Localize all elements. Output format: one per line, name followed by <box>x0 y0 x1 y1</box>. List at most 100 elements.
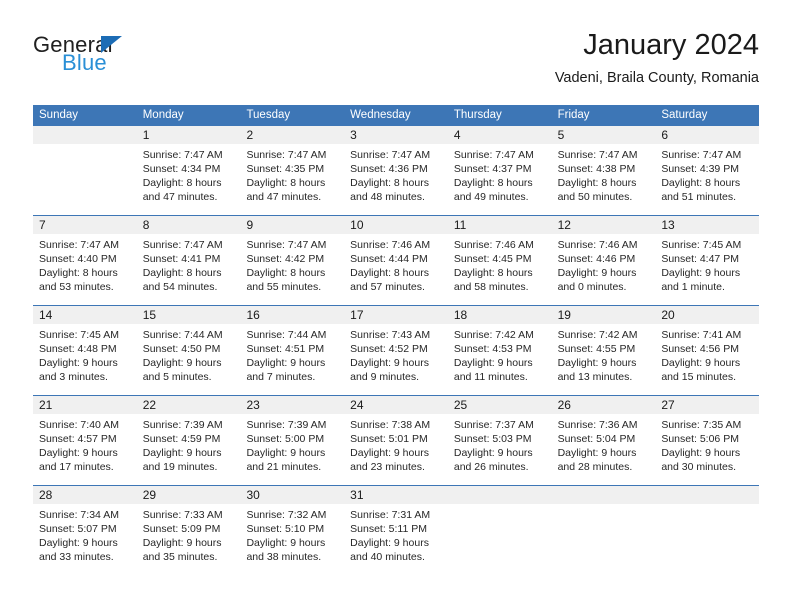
day-number[interactable]: 6 <box>661 128 668 142</box>
weekday-header-row: Sunday Monday Tuesday Wednesday Thursday… <box>33 105 759 125</box>
day-number-row: 28 29 30 31 <box>33 486 759 504</box>
day-number[interactable]: 26 <box>557 398 571 412</box>
day-number[interactable]: 3 <box>350 128 357 142</box>
day-cell: Sunrise: 7:47 AM Sunset: 4:39 PM Dayligh… <box>655 144 759 215</box>
daylight-text-2: and 7 minutes. <box>246 371 316 383</box>
sunrise-text: Sunrise: 7:47 AM <box>246 149 327 161</box>
sunrise-text: Sunrise: 7:45 AM <box>661 239 742 251</box>
day-number[interactable]: 25 <box>453 398 468 412</box>
day-number[interactable]: 10 <box>350 218 364 232</box>
sunrise-text: Sunrise: 7:47 AM <box>246 239 327 251</box>
day-number[interactable]: 13 <box>661 218 675 232</box>
day-number[interactable]: 31 <box>350 488 364 502</box>
day-number-row: 21 22 23 24 25 26 27 <box>33 396 759 414</box>
sunset-text: Sunset: 5:07 PM <box>39 523 117 535</box>
day-cell: Sunrise: 7:46 AM Sunset: 4:45 PM Dayligh… <box>448 234 552 305</box>
sunrise-text: Sunrise: 7:31 AM <box>350 509 431 521</box>
daylight-text-2: and 0 minutes. <box>557 281 627 293</box>
day-cell: Sunrise: 7:47 AM Sunset: 4:42 PM Dayligh… <box>240 234 344 305</box>
day-cell: Sunrise: 7:43 AM Sunset: 4:52 PM Dayligh… <box>344 324 448 395</box>
day-cell: Sunrise: 7:47 AM Sunset: 4:40 PM Dayligh… <box>33 234 137 305</box>
sunrise-text: Sunrise: 7:47 AM <box>142 149 223 161</box>
day-number[interactable]: 2 <box>246 128 254 142</box>
daylight-text-2: and 26 minutes. <box>453 461 529 473</box>
daylight-text-2: and 1 minute. <box>661 281 725 293</box>
sunrise-text: Sunrise: 7:46 AM <box>557 239 638 251</box>
sunset-text: Sunset: 4:40 PM <box>39 253 117 265</box>
day-number[interactable]: 21 <box>39 398 53 412</box>
sunset-text: Sunset: 4:36 PM <box>350 163 428 175</box>
day-number[interactable]: 4 <box>453 128 461 142</box>
sunrise-text: Sunrise: 7:32 AM <box>246 509 327 521</box>
daylight-text: Daylight: 8 hours <box>350 177 429 189</box>
daylight-text: Daylight: 9 hours <box>246 537 326 549</box>
day-number[interactable]: 28 <box>39 488 53 502</box>
day-number[interactable]: 1 <box>142 128 150 142</box>
daylight-text-2: and 9 minutes. <box>350 371 420 383</box>
day-number[interactable]: 30 <box>246 488 260 502</box>
calendar-week-row: 1 2 3 4 5 6 Sunrise: 7:47 AM Sunset: 4:3… <box>33 125 759 215</box>
weekday-header-tuesday: Tuesday <box>246 109 291 121</box>
daylight-text: Daylight: 9 hours <box>453 357 533 369</box>
day-number[interactable]: 5 <box>557 128 565 142</box>
daylight-text-2: and 55 minutes. <box>246 281 322 293</box>
daylight-text: Daylight: 9 hours <box>142 447 222 459</box>
sunrise-text: Sunrise: 7:47 AM <box>661 149 742 161</box>
sunrise-text: Sunrise: 7:44 AM <box>246 329 327 341</box>
day-number-row: 7 8 9 10 11 12 13 <box>33 216 759 234</box>
sunset-text: Sunset: 4:46 PM <box>557 253 636 265</box>
sunset-text: Sunset: 4:44 PM <box>350 253 428 265</box>
day-number[interactable]: 22 <box>142 398 157 412</box>
calendar-grid: Sunday Monday Tuesday Wednesday Thursday… <box>33 105 759 575</box>
day-cell: Sunrise: 7:46 AM Sunset: 4:46 PM Dayligh… <box>552 234 656 305</box>
day-number[interactable]: 16 <box>246 308 260 322</box>
weekday-header-friday: Friday <box>557 109 590 121</box>
brand-name-blue: Blue <box>62 50 107 75</box>
sunrise-text: Sunrise: 7:47 AM <box>453 149 534 161</box>
day-number[interactable]: 8 <box>142 218 150 232</box>
day-number[interactable]: 24 <box>350 398 364 412</box>
day-info-row: Sunrise: 7:34 AM Sunset: 5:07 PM Dayligh… <box>33 504 759 575</box>
sunrise-text: Sunrise: 7:40 AM <box>39 419 119 431</box>
day-number[interactable]: 18 <box>453 308 468 322</box>
day-cell: Sunrise: 7:44 AM Sunset: 4:50 PM Dayligh… <box>137 324 241 395</box>
day-number[interactable]: 23 <box>246 398 260 412</box>
day-number[interactable]: 29 <box>142 488 157 502</box>
day-number-row: 14 15 16 17 18 19 20 <box>33 306 759 324</box>
day-number[interactable]: 14 <box>39 308 53 322</box>
day-number[interactable]: 11 <box>453 218 467 232</box>
day-number[interactable]: 20 <box>661 308 675 322</box>
day-cell: Sunrise: 7:34 AM Sunset: 5:07 PM Dayligh… <box>33 504 137 575</box>
day-cell: Sunrise: 7:42 AM Sunset: 4:55 PM Dayligh… <box>552 324 656 395</box>
brand-logo[interactable]: General Blue <box>33 32 263 92</box>
sunrise-text: Sunrise: 7:35 AM <box>661 419 742 431</box>
daylight-text: Daylight: 8 hours <box>350 267 429 279</box>
sunset-text: Sunset: 4:39 PM <box>661 163 739 175</box>
day-number[interactable]: 9 <box>246 218 254 232</box>
daylight-text: Daylight: 9 hours <box>557 447 637 459</box>
daylight-text: Daylight: 9 hours <box>350 447 429 459</box>
day-info-row: Sunrise: 7:47 AM Sunset: 4:40 PM Dayligh… <box>33 234 759 305</box>
day-number[interactable]: 12 <box>557 218 571 232</box>
sunset-text: Sunset: 4:37 PM <box>453 163 532 175</box>
daylight-text-2: and 3 minutes. <box>39 371 108 383</box>
sunrise-text: Sunrise: 7:44 AM <box>142 329 223 341</box>
daylight-text-2: and 21 minutes. <box>246 461 322 473</box>
daylight-text-2: and 51 minutes. <box>661 191 737 203</box>
daylight-text-2: and 54 minutes. <box>142 281 218 293</box>
day-cell <box>655 504 759 575</box>
daylight-text: Daylight: 9 hours <box>661 357 741 369</box>
daylight-text: Daylight: 9 hours <box>142 357 222 369</box>
day-cell: Sunrise: 7:40 AM Sunset: 4:57 PM Dayligh… <box>33 414 137 485</box>
day-number[interactable]: 17 <box>350 308 364 322</box>
day-number[interactable]: 7 <box>39 218 46 232</box>
day-info-row: Sunrise: 7:47 AM Sunset: 4:34 PM Dayligh… <box>33 144 759 215</box>
day-number[interactable]: 19 <box>557 308 571 322</box>
daylight-text-2: and 5 minutes. <box>142 371 212 383</box>
day-cell <box>33 144 137 215</box>
daylight-text-2: and 30 minutes. <box>661 461 737 473</box>
day-number[interactable]: 15 <box>142 308 157 322</box>
day-number[interactable]: 27 <box>661 398 675 412</box>
sunrise-text: Sunrise: 7:47 AM <box>557 149 638 161</box>
sunset-text: Sunset: 4:55 PM <box>557 343 636 355</box>
